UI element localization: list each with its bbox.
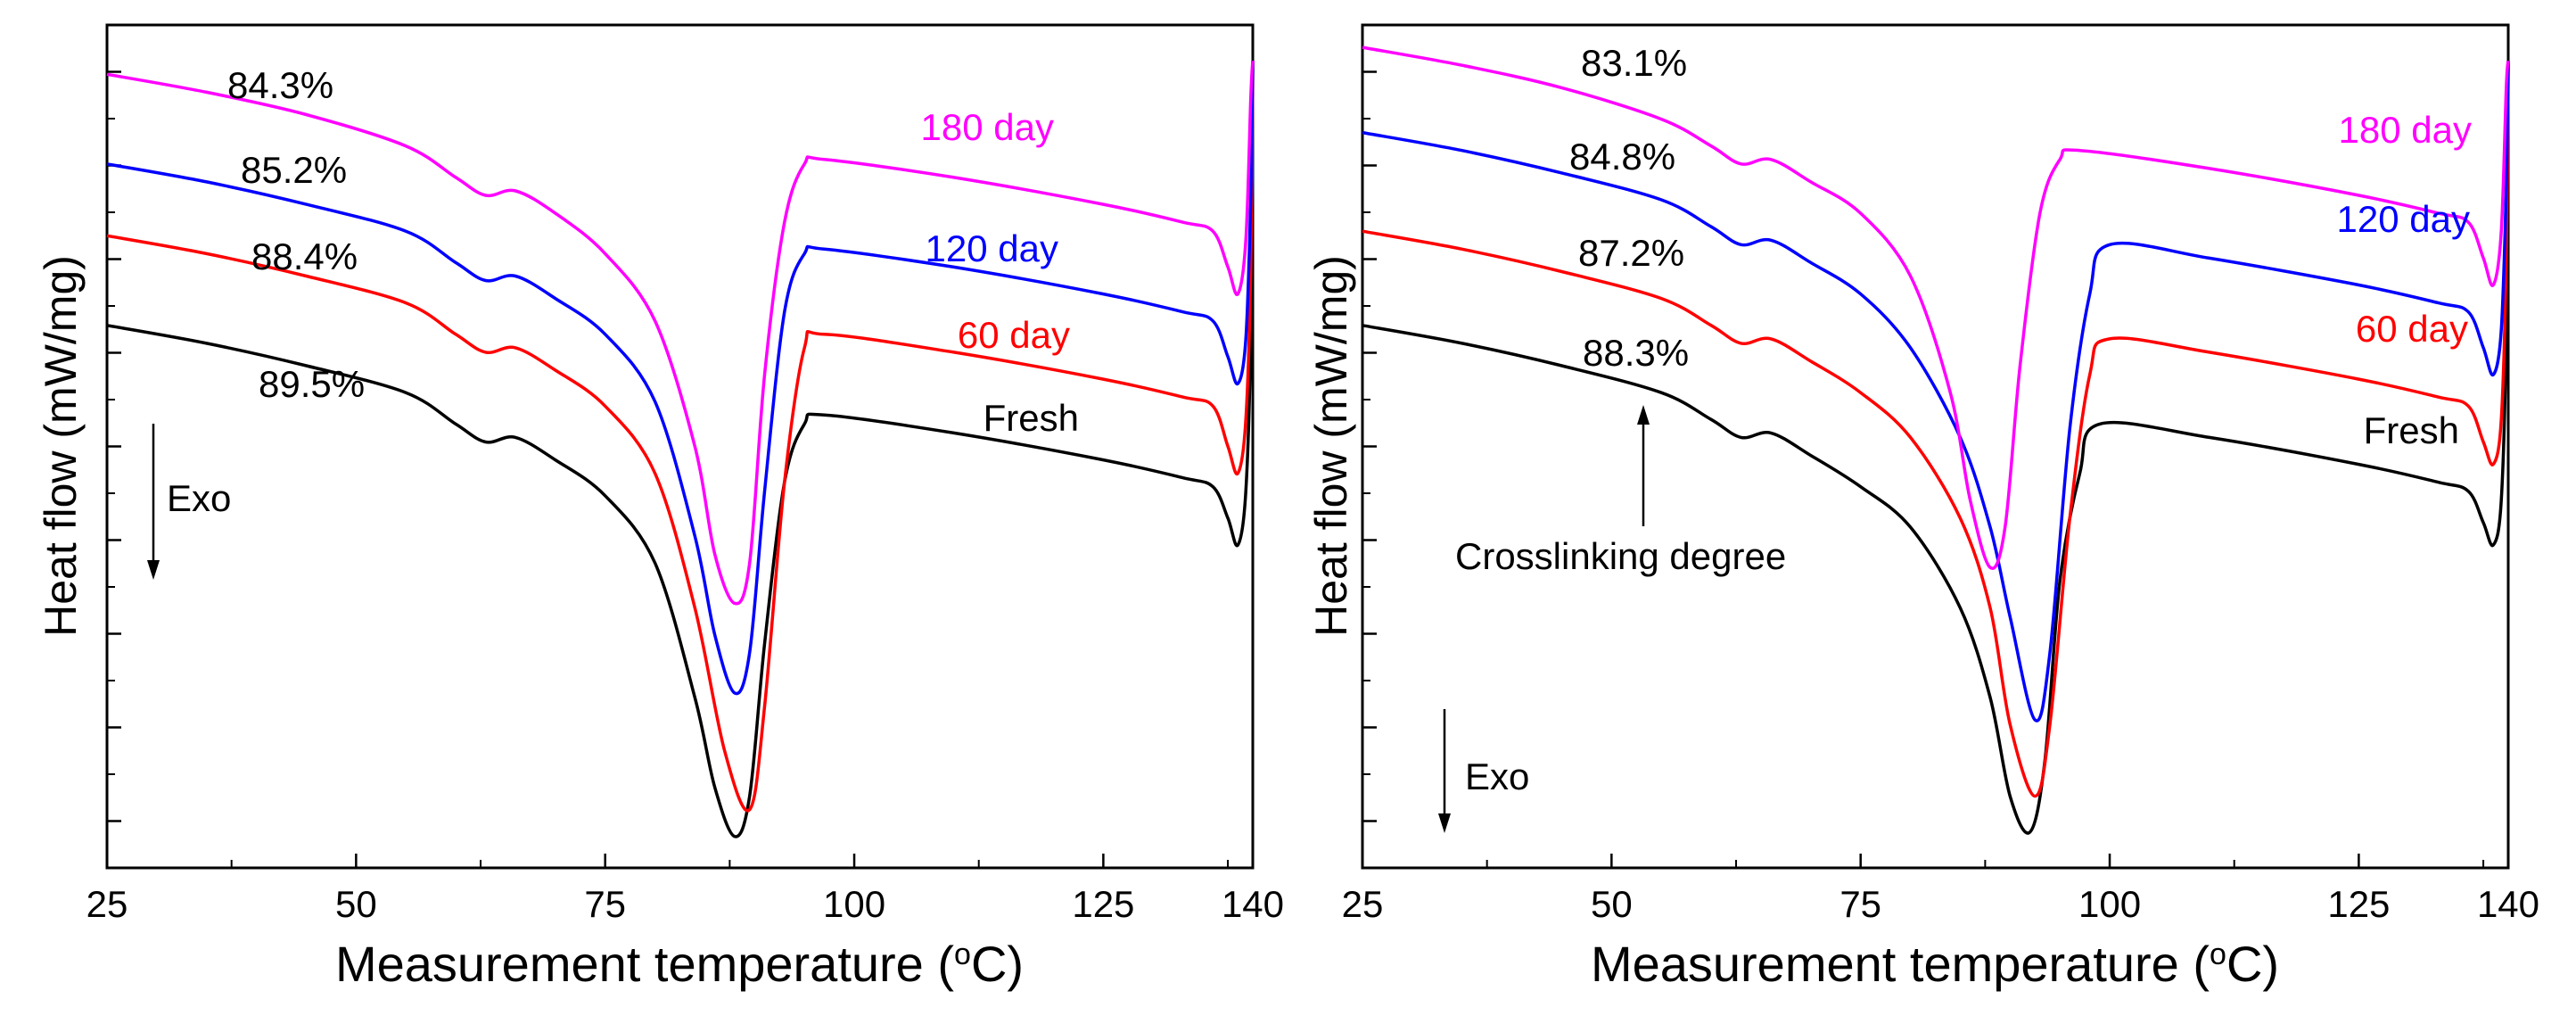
series-label: 180 day bbox=[2339, 109, 2472, 151]
degree-label: 89.5% bbox=[259, 363, 365, 405]
exo-label-right: Exo bbox=[1465, 755, 1529, 797]
labels-right: 88.3% Fresh 87.2% 60 day 84.8% 120 day 83.1% 18… bbox=[1569, 42, 2472, 451]
series-line-fresh bbox=[106, 61, 1255, 838]
chart-left: 25 50 75 100 125 140 89.5% Fresh 88.4% 60 day 85.… bbox=[36, 23, 1284, 992]
curves-left bbox=[106, 61, 1255, 838]
series-label: Fresh bbox=[2364, 409, 2459, 451]
chart-right: 25 50 75 100 125 140 88.3% Fresh 87.2% 60 day 84.… bbox=[1306, 23, 2539, 992]
series-line-180-day bbox=[1362, 45, 2510, 570]
x-tick-label: 75 bbox=[1839, 883, 1881, 925]
series-label: 120 day bbox=[926, 227, 1058, 269]
series-line-120-day bbox=[106, 61, 1255, 696]
x-tick-label: 125 bbox=[1072, 883, 1134, 925]
degree-label: 83.1% bbox=[1581, 42, 1687, 84]
x-axis-label-right: Measurement temperature (oC) bbox=[1591, 936, 2279, 992]
y-axis-label-right: Heat flow (mW/mg) bbox=[1306, 255, 1356, 637]
series-label: 120 day bbox=[2337, 198, 2470, 240]
series-line-60-day bbox=[106, 61, 1255, 813]
x-tick-label: 100 bbox=[823, 883, 885, 925]
plot-frame-right bbox=[1361, 23, 2510, 870]
crosslink-arrowhead bbox=[1637, 405, 1650, 425]
y-ticks-right bbox=[1362, 70, 1377, 822]
degree-label: 84.8% bbox=[1569, 136, 1675, 178]
x-tick-label: 100 bbox=[2078, 883, 2141, 925]
x-tick-label: 50 bbox=[1591, 883, 1633, 925]
y-axis-label-left: Heat flow (mW/mg) bbox=[36, 255, 86, 637]
degree-label: 88.4% bbox=[251, 235, 358, 277]
x-tick-label: 125 bbox=[2327, 883, 2390, 925]
x-tick-label: 50 bbox=[335, 883, 377, 925]
y-ticks-left bbox=[107, 70, 121, 822]
exo-arrowhead-left bbox=[147, 560, 160, 580]
x-tick-label: 140 bbox=[2477, 883, 2539, 925]
degree-label: 84.3% bbox=[227, 64, 333, 106]
series-label: 180 day bbox=[921, 106, 1054, 148]
series-label: 60 day bbox=[2356, 308, 2468, 350]
series-line-120-day bbox=[1362, 61, 2510, 722]
x-tick-label: 140 bbox=[1222, 883, 1284, 925]
series-label: 60 day bbox=[958, 314, 1070, 356]
x-ticks-right: 25 50 75 100 125 140 bbox=[1342, 854, 2539, 925]
labels-left: 89.5% Fresh 88.4% 60 day 85.2% 120 day 84.3% 18… bbox=[227, 64, 1079, 439]
crosslink-annotation: Crosslinking degree bbox=[1455, 535, 1786, 577]
x-tick-label: 25 bbox=[1342, 883, 1384, 925]
x-axis-label-left: Measurement temperature (oC) bbox=[335, 936, 1024, 992]
degree-label: 87.2% bbox=[1578, 232, 1684, 274]
degree-label: 88.3% bbox=[1583, 332, 1689, 374]
series-line-60-day bbox=[1362, 61, 2510, 798]
series-label: Fresh bbox=[983, 397, 1079, 439]
degree-label: 85.2% bbox=[241, 149, 347, 191]
exo-arrowhead-right bbox=[1438, 813, 1451, 833]
series-line-180-day bbox=[106, 61, 1255, 606]
x-tick-label: 75 bbox=[584, 883, 626, 925]
x-tick-label: 25 bbox=[86, 883, 128, 925]
exo-label-left: Exo bbox=[167, 477, 231, 519]
x-ticks-left: 25 50 75 100 125 140 bbox=[86, 854, 1284, 925]
series-line-fresh bbox=[1362, 61, 2510, 835]
curves-right bbox=[1362, 45, 2510, 835]
